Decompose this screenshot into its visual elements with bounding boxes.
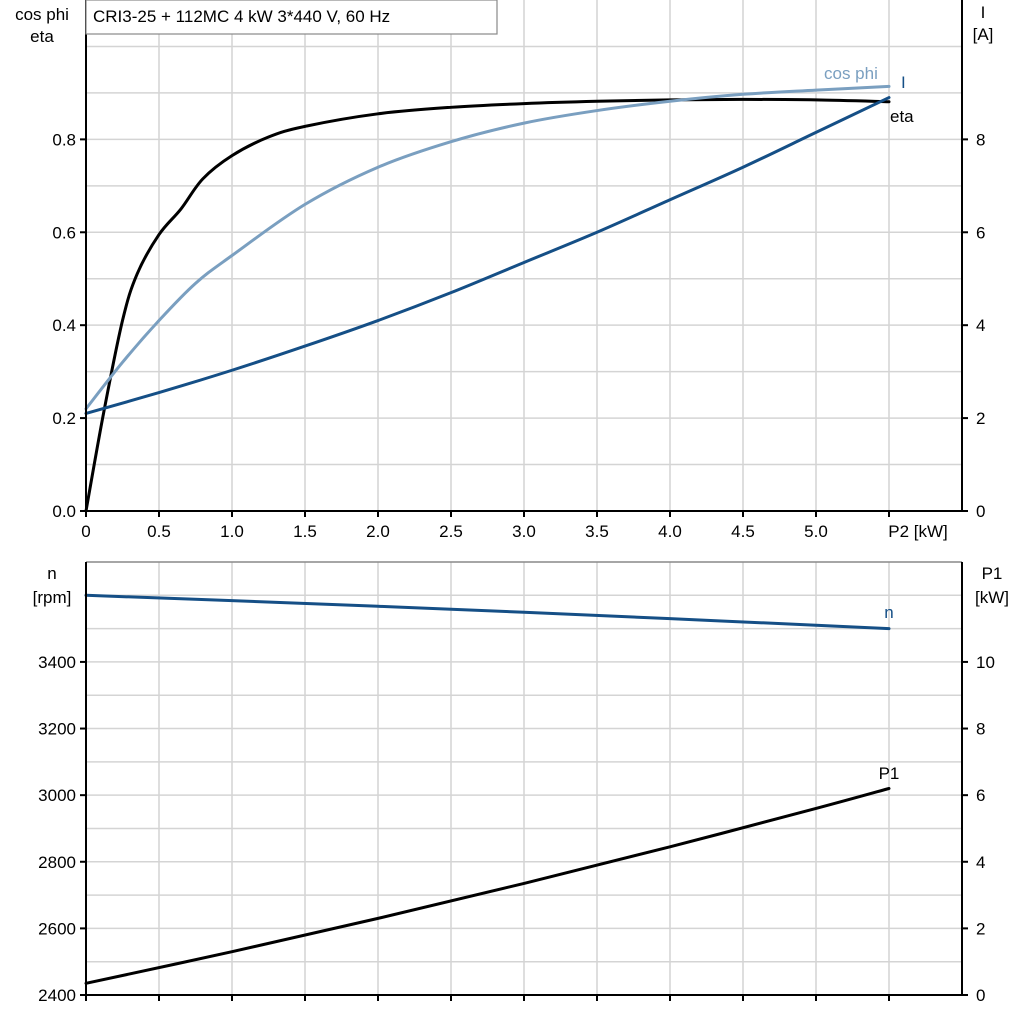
bottom-left-tick-label: 3400 — [38, 653, 76, 672]
bottom-left-axis-label-2: [rpm] — [33, 588, 72, 607]
chart-title: CRI3-25 + 112MC 4 kW 3*440 V, 60 Hz — [93, 7, 390, 26]
x-tick-label: 3.0 — [512, 522, 536, 541]
x-tick-label: 4.0 — [658, 522, 682, 541]
bottom-grid — [86, 562, 962, 995]
top-right-tick-label: 0 — [976, 502, 985, 521]
top-right-tick-label: 4 — [976, 316, 985, 335]
series-label-eta: eta — [890, 107, 914, 126]
bottom-right-tick-label: 4 — [976, 853, 985, 872]
bottom-right-tick-label: 6 — [976, 786, 985, 805]
bottom-right-axis-label-2: [kW] — [975, 588, 1009, 607]
bottom-right-tick-label: 8 — [976, 720, 985, 739]
top-left-tick-label: 0.4 — [52, 316, 76, 335]
axes — [80, 0, 968, 1001]
top-left-axis-label-2: eta — [30, 27, 54, 46]
bottom-right-axis-label-1: P1 — [982, 564, 1003, 583]
series-label-p1: P1 — [879, 764, 900, 783]
bottom-right-tick-label: 2 — [976, 919, 985, 938]
top-left-tick-label: 0.2 — [52, 409, 76, 428]
bottom-left-tick-label: 2800 — [38, 853, 76, 872]
x-tick-label: 0.5 — [147, 522, 171, 541]
x-tick-label: 1.5 — [293, 522, 317, 541]
title-box — [85, 0, 498, 35]
bottom-left-tick-label: 2600 — [38, 919, 76, 938]
top-left-axis-label-1: cos phi — [15, 5, 69, 24]
top-right-tick-label: 2 — [976, 409, 985, 428]
curves — [84, 84, 891, 985]
x-tick-label: 0 — [81, 522, 90, 541]
x-tick-label: 4.5 — [731, 522, 755, 541]
series-p1-line — [84, 786, 891, 985]
bottom-left-tick-label: 3000 — [38, 786, 76, 805]
x-tick-label: 1.0 — [220, 522, 244, 541]
bottom-right-tick-label: 10 — [976, 653, 995, 672]
top-left-tick-label: 0.8 — [52, 130, 76, 149]
top-left-tick-label: 0.6 — [52, 223, 76, 242]
bottom-right-tick-label: 0 — [976, 986, 985, 1005]
top-right-axis-label-2: [A] — [973, 25, 994, 44]
bottom-left-tick-label: 3200 — [38, 720, 76, 739]
series-n-line — [84, 593, 891, 631]
bottom-left-tick-label: 2400 — [38, 986, 76, 1005]
x-tick-label: 2.0 — [366, 522, 390, 541]
top-right-axis-label-1: I — [981, 3, 986, 22]
x-tick-label: 5.0 — [804, 522, 828, 541]
series-cos-phi-line — [84, 84, 891, 411]
top-left-tick-label: 0.0 — [52, 502, 76, 521]
series-label-i: I — [901, 73, 906, 92]
x-tick-label: 2.5 — [439, 522, 463, 541]
series-label-n: n — [884, 603, 893, 622]
tick-labels: 0 0.5 1.0 1.5 2.0 2.5 3.0 3.5 4.0 4.5 5.0 0.0 0.2 0.4… — [38, 130, 995, 1005]
bottom-left-axis-label-1: n — [47, 564, 56, 583]
x-axis-label: P2 [kW] — [888, 522, 948, 541]
series-label-cos-phi: cos phi — [824, 64, 878, 83]
series-i-line — [84, 96, 891, 415]
top-right-tick-label: 8 — [976, 130, 985, 149]
series-eta-line — [84, 97, 891, 513]
x-tick-label: 3.5 — [585, 522, 609, 541]
top-right-tick-label: 6 — [976, 223, 985, 242]
